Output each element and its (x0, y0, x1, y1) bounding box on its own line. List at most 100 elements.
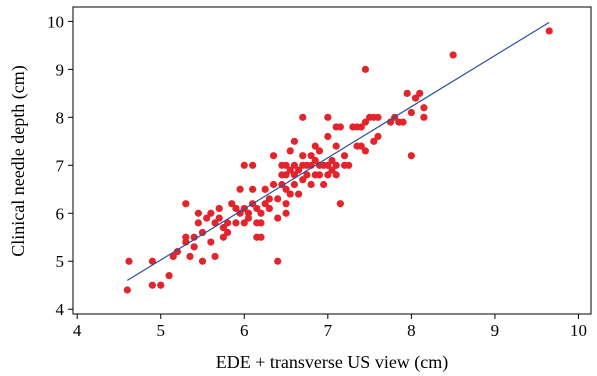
data-point (286, 166, 294, 174)
data-point (257, 209, 265, 217)
data-point (173, 248, 182, 256)
data-point (324, 161, 332, 169)
data-point (282, 209, 290, 217)
x-tick-label: 9 (491, 321, 500, 340)
data-point (545, 27, 553, 35)
data-point (332, 161, 340, 169)
data-point (211, 252, 219, 261)
data-point (374, 113, 382, 121)
data-point (407, 152, 415, 160)
data-point (249, 161, 257, 169)
data-point (261, 185, 269, 193)
data-point (282, 185, 290, 193)
data-point (311, 142, 319, 150)
data-point (294, 190, 303, 198)
data-point (361, 65, 370, 73)
data-point (361, 147, 370, 155)
data-point (215, 214, 223, 222)
data-point (123, 286, 131, 294)
data-point (253, 204, 261, 213)
data-point (307, 180, 315, 189)
x-tick-label: 7 (324, 321, 333, 340)
plot-area-border (72, 6, 592, 315)
data-point (169, 252, 177, 261)
data-point (324, 113, 332, 121)
data-point (211, 219, 219, 227)
data-point (328, 156, 336, 165)
x-tick-label: 5 (156, 321, 165, 340)
data-point (282, 161, 290, 169)
data-point (320, 180, 328, 189)
data-point (286, 147, 294, 155)
data-point (286, 190, 294, 198)
data-point (207, 209, 215, 217)
regression-line (126, 21, 550, 281)
data-point (299, 113, 307, 121)
data-point (265, 195, 273, 203)
data-point (215, 204, 223, 213)
data-point (361, 118, 370, 126)
y-tick-label: 9 (56, 60, 65, 79)
data-point (182, 200, 190, 208)
data-point (125, 257, 133, 265)
data-point (399, 118, 407, 126)
data-point (261, 200, 269, 208)
data-point (403, 89, 411, 97)
data-point (190, 243, 198, 251)
data-point (257, 233, 265, 241)
data-point (282, 171, 290, 179)
data-point (290, 180, 299, 189)
data-point (198, 228, 207, 237)
data-point (311, 156, 319, 165)
data-point (182, 233, 190, 241)
data-point (194, 219, 202, 227)
data-point (228, 200, 236, 208)
data-point (407, 108, 415, 117)
data-point (232, 219, 240, 227)
data-point (240, 161, 248, 169)
data-point (332, 142, 340, 150)
data-point (257, 219, 265, 227)
x-tick-label: 4 (73, 321, 82, 340)
data-point (236, 185, 244, 193)
data-point (336, 200, 344, 208)
x-axis-label: EDE + transverse US view (cm) (216, 352, 449, 373)
data-point (148, 281, 156, 289)
data-point (411, 94, 420, 102)
data-point (269, 152, 278, 160)
data-point (324, 132, 332, 141)
data-point (315, 147, 324, 155)
x-tick-label: 6 (240, 321, 249, 340)
data-point (240, 219, 248, 227)
data-point (290, 161, 299, 169)
data-point (274, 195, 282, 203)
data-point (340, 152, 349, 160)
data-point (186, 252, 194, 261)
data-point (249, 185, 257, 193)
data-point (157, 281, 165, 289)
data-point (307, 152, 315, 160)
data-point (336, 123, 344, 131)
y-tick-label: 4 (56, 300, 65, 319)
data-point (374, 132, 382, 141)
data-point (324, 171, 332, 179)
x-tick-label: 10 (570, 321, 587, 340)
data-point (345, 161, 353, 169)
data-point (420, 113, 428, 121)
data-point (207, 238, 215, 246)
data-point (332, 171, 340, 179)
y-axis-label: Clinical needle depth (cm) (8, 65, 29, 256)
y-tick-label: 7 (56, 156, 65, 175)
data-point (219, 224, 227, 232)
data-point (416, 89, 424, 97)
data-points (123, 27, 553, 294)
data-point (299, 176, 307, 184)
data-point (194, 209, 202, 217)
data-point (357, 142, 365, 150)
x-tick-label: 8 (407, 321, 416, 340)
data-point (299, 152, 307, 160)
data-point (449, 51, 457, 59)
y-tick-label: 10 (47, 12, 64, 31)
data-point (282, 200, 290, 208)
